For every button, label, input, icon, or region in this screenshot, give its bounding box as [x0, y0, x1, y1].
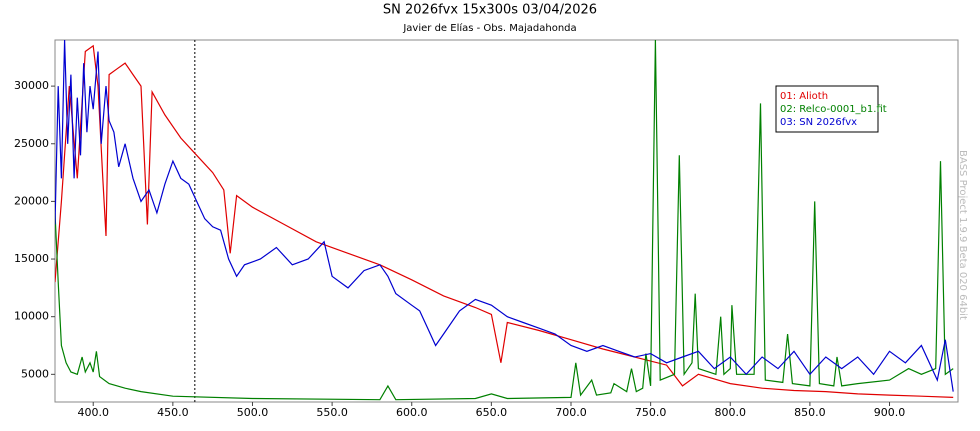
x-tick-label: 600.0 — [396, 406, 428, 419]
x-tick-label: 700.0 — [555, 406, 587, 419]
series-line — [55, 40, 954, 401]
x-tick-label: 800.0 — [715, 406, 747, 419]
x-tick-label: 450.0 — [157, 406, 189, 419]
y-tick-label: 25000 — [14, 137, 49, 150]
chart-title: SN 2026fvx 15x300s 03/04/2026 — [383, 3, 597, 18]
x-tick-label: 900.0 — [874, 406, 906, 419]
legend-box — [775, 85, 879, 133]
x-tick-label: 650.0 — [476, 406, 508, 419]
series-line — [55, 40, 954, 392]
y-tick-label: 5000 — [21, 367, 49, 380]
y-tick-label: 20000 — [14, 194, 49, 207]
chart-subtitle: Javier de Elías - Obs. Majadahonda — [402, 22, 576, 34]
x-tick-label: 400.0 — [77, 406, 109, 419]
legend-entry: 01: Alioth — [780, 91, 828, 102]
x-tick-label: 750.0 — [635, 406, 667, 419]
x-tick-label: 850.0 — [794, 406, 826, 419]
y-tick-label: 10000 — [14, 310, 49, 323]
x-tick-label: 550.0 — [316, 406, 348, 419]
x-tick-label: 500.0 — [237, 406, 269, 419]
series-line — [55, 44, 954, 398]
side-note: BASS Project 1.9.9 Beta 020 64bit — [957, 150, 968, 320]
y-tick-label: 15000 — [14, 252, 49, 265]
legend-entry: 03: SN 2026fvx — [780, 117, 857, 128]
y-tick-label: 30000 — [14, 79, 49, 92]
legend-entry: 02: Relco-0001_b1.fit — [780, 104, 887, 115]
